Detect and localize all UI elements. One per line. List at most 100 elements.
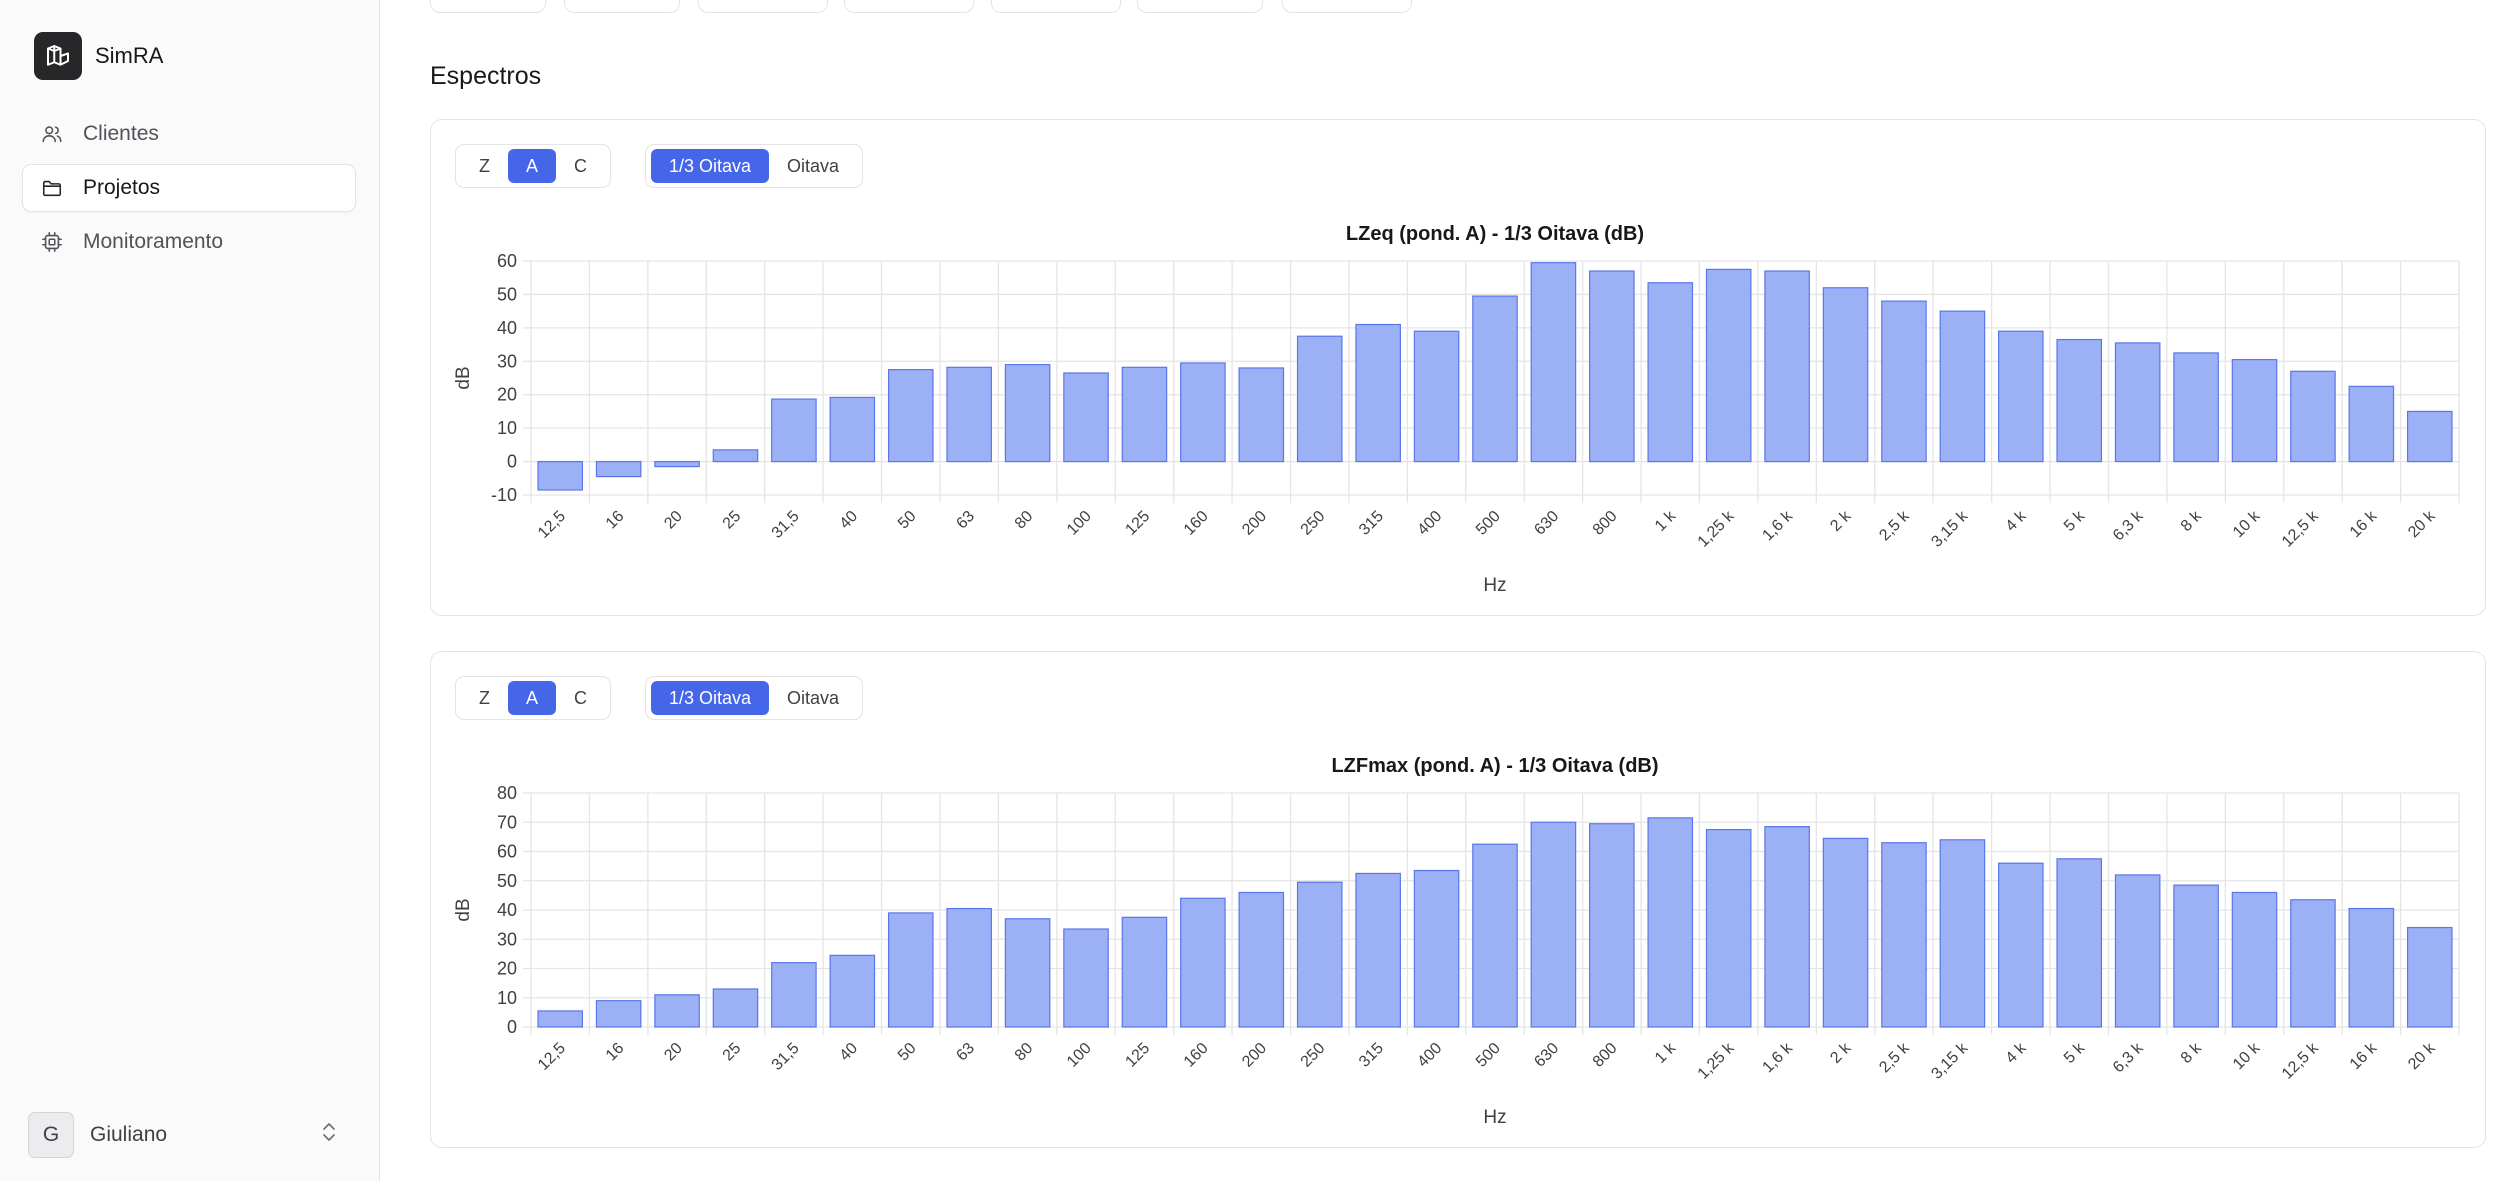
octave-button[interactable]: Oitava bbox=[787, 155, 840, 176]
bar[interactable] bbox=[2056, 858, 2103, 1028]
bar[interactable] bbox=[2231, 891, 2278, 1028]
bar[interactable] bbox=[887, 369, 934, 463]
x-tick-label: 12,5 k bbox=[2279, 1039, 2323, 1083]
bar[interactable] bbox=[1647, 282, 1694, 463]
bar[interactable] bbox=[712, 449, 759, 463]
y-tick-label: 60 bbox=[497, 842, 517, 862]
bar[interactable] bbox=[2348, 907, 2395, 1028]
weighting-a-button[interactable]: A bbox=[508, 681, 557, 715]
bar[interactable] bbox=[829, 396, 876, 463]
sidebar-item-projetos[interactable]: Projetos bbox=[22, 164, 356, 212]
weighting-a-button[interactable]: A bbox=[508, 149, 557, 183]
bar[interactable] bbox=[2114, 874, 2161, 1028]
bar[interactable] bbox=[2173, 884, 2219, 1028]
bar[interactable] bbox=[1939, 839, 1986, 1028]
bar[interactable] bbox=[1589, 270, 1635, 463]
third-octave-button[interactable]: 1/3 Oitava bbox=[651, 681, 770, 715]
bar[interactable] bbox=[1180, 362, 1226, 463]
bar[interactable] bbox=[1296, 335, 1343, 463]
third-octave-button[interactable]: 1/3 Oitava bbox=[651, 149, 770, 183]
bar[interactable] bbox=[1296, 881, 1343, 1028]
bar[interactable] bbox=[1238, 367, 1285, 463]
bar[interactable] bbox=[1705, 828, 1752, 1028]
y-tick-label: 30 bbox=[497, 351, 517, 371]
weighting-z-button[interactable]: Z bbox=[479, 687, 490, 708]
brand[interactable]: SimRA bbox=[34, 32, 163, 80]
bar[interactable] bbox=[1355, 872, 1401, 1028]
bar[interactable] bbox=[2231, 359, 2278, 463]
bar[interactable] bbox=[1764, 826, 1810, 1028]
bar[interactable] bbox=[946, 366, 992, 463]
top-tab-stub[interactable] bbox=[564, 0, 680, 13]
top-tab-stub[interactable] bbox=[844, 0, 974, 13]
bar[interactable] bbox=[1881, 300, 1927, 463]
bar[interactable] bbox=[2173, 352, 2219, 463]
sidebar: SimRA Clientes Projetos bbox=[0, 0, 380, 1181]
weighting-c-button[interactable]: C bbox=[574, 155, 588, 176]
x-tick-label: 1 k bbox=[1652, 507, 1680, 535]
bar[interactable] bbox=[1764, 270, 1810, 463]
x-tick-label: 40 bbox=[837, 1040, 862, 1065]
bar[interactable] bbox=[2406, 926, 2453, 1028]
bar[interactable] bbox=[1939, 310, 1986, 463]
bar[interactable] bbox=[887, 912, 934, 1028]
bar[interactable] bbox=[2290, 370, 2336, 463]
bar[interactable] bbox=[1998, 862, 2044, 1028]
bar[interactable] bbox=[1121, 916, 1168, 1028]
bar[interactable] bbox=[1180, 897, 1226, 1028]
sidebar-item-monitoramento[interactable]: Monitoramento bbox=[22, 218, 356, 266]
bar[interactable] bbox=[1472, 843, 1518, 1028]
bar[interactable] bbox=[1822, 837, 1869, 1028]
bar[interactable] bbox=[1413, 330, 1460, 463]
bar[interactable] bbox=[1063, 372, 1109, 463]
bar[interactable] bbox=[1822, 287, 1869, 463]
bar[interactable] bbox=[1413, 869, 1460, 1028]
bar[interactable] bbox=[1705, 268, 1752, 463]
bar[interactable] bbox=[2056, 338, 2103, 463]
bar[interactable] bbox=[771, 962, 817, 1028]
bar[interactable] bbox=[2348, 385, 2395, 463]
sidebar-item-clientes[interactable]: Clientes bbox=[22, 110, 356, 158]
bar[interactable] bbox=[1881, 842, 1927, 1028]
bar[interactable] bbox=[2114, 342, 2161, 463]
bar[interactable] bbox=[1004, 364, 1051, 463]
bar[interactable] bbox=[1998, 330, 2044, 463]
weighting-c-button[interactable]: C bbox=[574, 687, 588, 708]
bar[interactable] bbox=[1238, 891, 1285, 1028]
bar[interactable] bbox=[1589, 823, 1635, 1028]
top-tab-stub[interactable] bbox=[698, 0, 828, 13]
x-tick-label: 16 k bbox=[2347, 507, 2381, 541]
bar[interactable] bbox=[1121, 366, 1168, 463]
bar[interactable] bbox=[1355, 323, 1401, 463]
top-tab-stub[interactable] bbox=[991, 0, 1121, 13]
top-tab-stub[interactable] bbox=[430, 0, 546, 13]
bar[interactable] bbox=[1647, 817, 1694, 1028]
octave-button[interactable]: Oitava bbox=[787, 687, 840, 708]
bar[interactable] bbox=[537, 1010, 584, 1028]
bar[interactable] bbox=[654, 460, 700, 468]
bar[interactable] bbox=[2406, 410, 2453, 463]
band-toggle: 1/3 Oitava Oitava bbox=[645, 144, 864, 188]
bar[interactable] bbox=[712, 988, 759, 1028]
bar[interactable] bbox=[771, 398, 817, 463]
bar[interactable] bbox=[1063, 928, 1109, 1028]
x-tick-label: 50 bbox=[895, 1040, 920, 1065]
bar[interactable] bbox=[1530, 262, 1577, 463]
bar[interactable] bbox=[1004, 918, 1051, 1028]
top-tab-stub[interactable] bbox=[1137, 0, 1263, 13]
bar[interactable] bbox=[1530, 821, 1577, 1028]
user-menu[interactable]: G Giuliano bbox=[28, 1110, 338, 1160]
bar[interactable] bbox=[1472, 295, 1518, 463]
bar[interactable] bbox=[654, 994, 700, 1028]
top-tab-stub[interactable] bbox=[1282, 0, 1412, 13]
bar[interactable] bbox=[829, 954, 876, 1028]
bar[interactable] bbox=[595, 460, 642, 478]
bar[interactable] bbox=[537, 460, 584, 491]
x-tick-label: 315 bbox=[1356, 1040, 1387, 1071]
bar[interactable] bbox=[2290, 899, 2336, 1028]
weighting-z-button[interactable]: Z bbox=[479, 155, 490, 176]
bar[interactable] bbox=[595, 1000, 642, 1028]
bar[interactable] bbox=[946, 907, 992, 1028]
main-content: Espectros Z A C 1/3 Oitava Oitava LZeq (… bbox=[380, 0, 2516, 1181]
x-tick-label: 315 bbox=[1356, 508, 1387, 539]
